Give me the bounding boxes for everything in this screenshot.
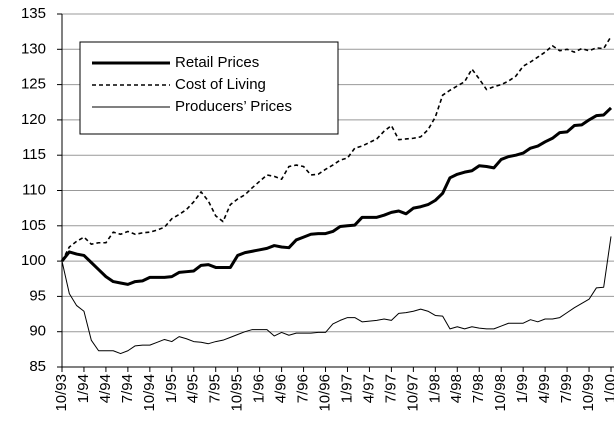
x-tick-label: 1/97 (338, 374, 355, 403)
series-line (61, 36, 612, 262)
x-tick-label: 4/97 (360, 374, 377, 403)
y-tick-label: 120 (21, 111, 46, 128)
y-tick-label: 125 (21, 76, 46, 93)
x-tick-label: 7/96 (295, 374, 312, 403)
x-tick-label: 7/95 (207, 374, 224, 403)
x-tick-label: 7/94 (119, 374, 136, 403)
y-tick-label: 85 (29, 358, 46, 375)
y-tick-label: 130 (21, 40, 46, 57)
legend-label: Retail Prices (175, 54, 259, 71)
x-tick-label: 10/98 (492, 374, 509, 412)
x-tick-label: 7/98 (470, 374, 487, 403)
x-tick-label: 4/94 (97, 374, 114, 403)
x-tick-label: 4/98 (448, 374, 465, 403)
x-tick-label: 10/93 (53, 374, 70, 412)
x-tick-label: 4/96 (273, 374, 290, 403)
x-tick-label: 1/99 (514, 374, 531, 403)
x-tick-label: 10/96 (316, 374, 333, 412)
x-tick-label: 1/95 (163, 374, 180, 403)
y-tick-label: 100 (21, 252, 46, 269)
x-tick-label: 1/94 (75, 374, 92, 403)
legend-box (79, 41, 339, 135)
x-tick-label: 10/99 (580, 374, 597, 412)
x-tick-label: 4/95 (185, 374, 202, 403)
x-tick-label: 7/99 (558, 374, 575, 403)
y-tick-label: 135 (21, 5, 46, 22)
legend-label: Producers’ Prices (175, 98, 292, 115)
y-tick-label: 105 (21, 217, 46, 234)
x-tick-label: 10/95 (229, 374, 246, 412)
y-tick-label: 95 (29, 287, 46, 304)
series-line (61, 236, 612, 355)
x-tick-label: 4/99 (536, 374, 553, 403)
y-tick-label: 115 (22, 146, 46, 163)
x-tick-label: 10/94 (141, 374, 158, 412)
y-tick-label: 90 (29, 323, 46, 340)
y-tick-label: 110 (22, 181, 46, 198)
x-tick-label: 7/97 (382, 374, 399, 403)
x-tick-label: 1/98 (426, 374, 443, 403)
x-tick-label: 1/96 (251, 374, 268, 403)
legend-label: Cost of Living (175, 76, 266, 93)
x-tick-label: 10/97 (404, 374, 421, 412)
x-tick-label: 1/00 (602, 374, 614, 403)
series-line (60, 106, 613, 286)
